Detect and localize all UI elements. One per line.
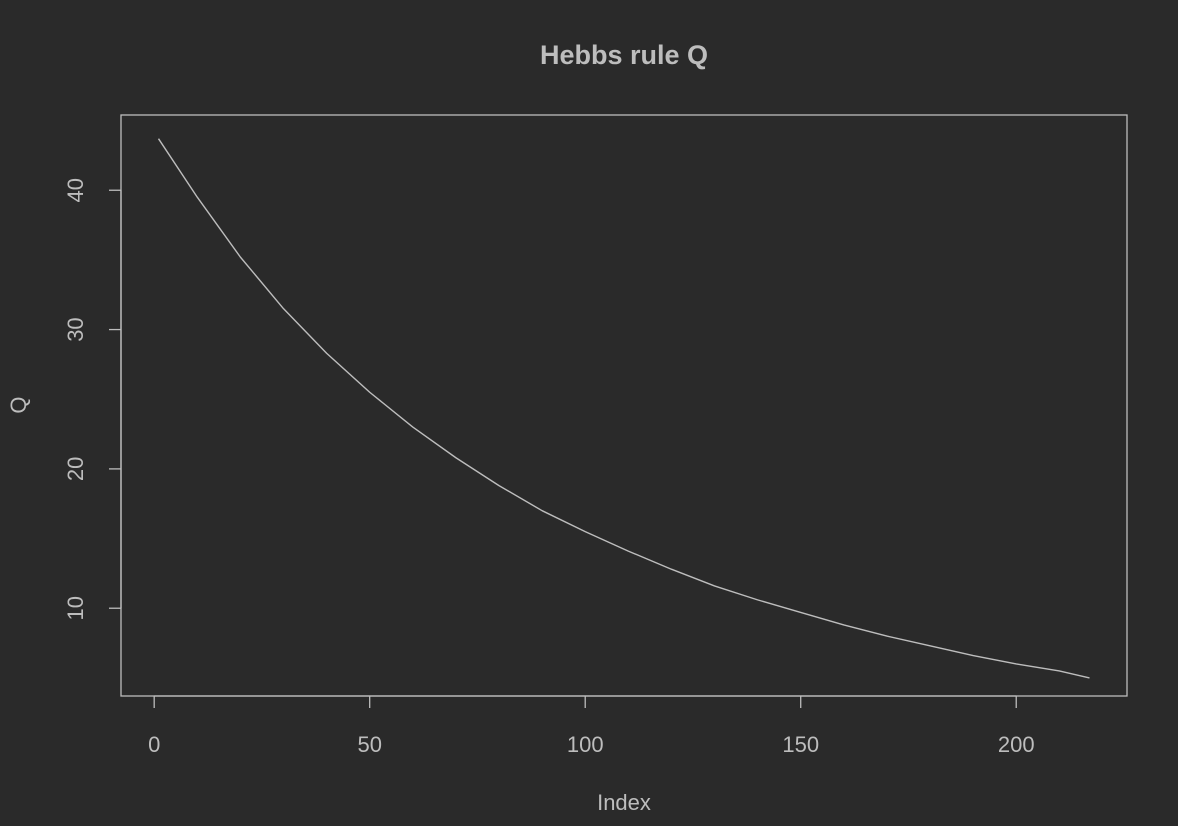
y-tick-label: 30 <box>63 317 88 341</box>
y-axis-label: Q <box>6 396 31 413</box>
x-tick-label: 200 <box>998 732 1035 757</box>
y-tick-label: 40 <box>63 178 88 202</box>
x-tick-label: 150 <box>782 732 819 757</box>
x-axis-label: Index <box>597 790 651 815</box>
y-tick-label: 10 <box>63 596 88 620</box>
x-tick-label: 0 <box>148 732 160 757</box>
series-layer <box>157 138 1090 679</box>
x-axis: 0 50 100 150 200 <box>148 695 1035 757</box>
x-tick-label: 50 <box>357 732 381 757</box>
x-tick-label: 100 <box>567 732 604 757</box>
y-tick-label: 20 <box>63 457 88 481</box>
chart-title: Hebbs rule Q <box>540 40 708 70</box>
series-line <box>157 138 1090 679</box>
y-axis: 10 20 30 40 <box>63 178 122 620</box>
